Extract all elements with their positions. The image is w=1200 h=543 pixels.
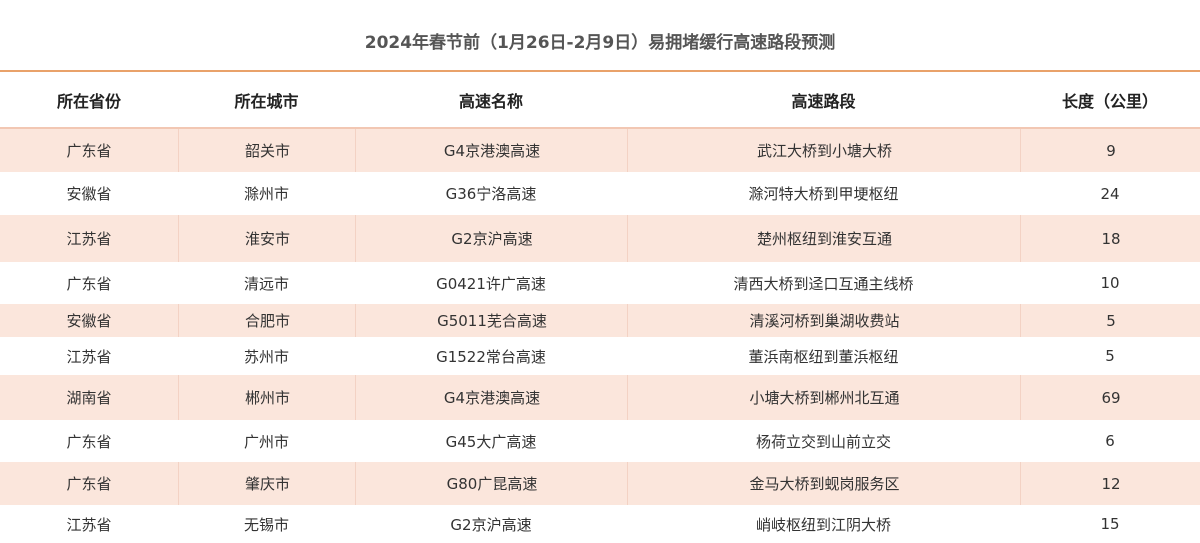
table-cell: 江苏省 [66,230,112,248]
table-cell: 安徽省 [66,312,112,330]
table-cell: 无锡市 [243,515,289,534]
table-cell: G2京沪高速 [450,515,532,534]
table-row: 湖南省 郴州市 G4京港澳高速 小塘大桥到郴州北互通 69 [0,375,1200,420]
table-row: 广东省 韶关市 G4京港澳高速 武江大桥到小塘大桥 9 [0,129,1200,172]
table-cell: 广东省 [66,432,112,451]
header-cell: 长度（公里） [1061,91,1158,111]
table-cell: 广东省 [66,274,112,293]
table-row: 江苏省 淮安市 G2京沪高速 楚州枢纽到淮安互通 18 [0,215,1200,262]
header-cell: 所在城市 [234,91,299,111]
table-cell: 小塘大桥到郴州北互通 [627,375,1021,420]
table-cell: 清远市 [243,274,289,293]
table-cell: 峭岐枢纽到江阴大桥 [755,515,891,534]
table-cell: G4京港澳高速 [355,375,628,420]
table-title: 2024年春节前（1月26日-2月9日）易拥堵缓行高速路段预测 [364,33,836,53]
table-row: 江苏省 无锡市 G2京沪高速 峭岐枢纽到江阴大桥 15 [0,505,1200,543]
table-row: 安徽省 合肥市 G5011芜合高速 清溪河桥到巢湖收费站 5 [0,304,1200,337]
top-rule [0,70,1200,72]
table-cell: 6 [1105,432,1115,450]
table-cell: 董浜南枢纽到董浜枢纽 [748,347,899,366]
table-cell: 金马大桥到蚬岗服务区 [627,462,1021,505]
table-cell: 湖南省 [66,389,112,407]
table-cell: 武江大桥到小塘大桥 [627,129,1021,172]
table-cell: 韶关市 [178,129,356,172]
table-cell: 9 [1020,129,1200,172]
table-cell: 12 [1020,462,1200,505]
table-cell: 69 [1020,375,1200,420]
table-cell: 江苏省 [66,515,112,534]
table-cell: 18 [1020,215,1200,262]
header-cell: 所在省份 [56,91,121,111]
table-cell: 楚州枢纽到淮安互通 [627,215,1021,262]
table-cell: 清溪河桥到巢湖收费站 [627,304,1021,337]
table-cell: 10 [1100,274,1120,292]
table-cell: 苏州市 [243,347,289,366]
table-cell: 江苏省 [66,347,112,366]
table-cell: 肇庆市 [178,462,356,505]
table-row: 广东省 清远市 G0421许广高速 清西大桥到迳口互通主线桥 10 [0,262,1200,304]
table-cell: 广东省 [66,475,112,493]
table-cell: 合肥市 [178,304,356,337]
table-cell: 清西大桥到迳口互通主线桥 [733,274,914,293]
table-cell: 郴州市 [178,375,356,420]
header-rule [0,127,1200,129]
table-cell: G80广昆高速 [355,462,628,505]
table-cell: 广东省 [66,142,112,160]
table-cell: G36宁洛高速 [445,185,537,203]
table-cell: G5011芜合高速 [355,304,628,337]
table-cell: 5 [1020,304,1200,337]
table-cell: 5 [1105,347,1115,365]
table-cell: 24 [1100,184,1120,203]
table-row: 广东省 肇庆市 G80广昆高速 金马大桥到蚬岗服务区 12 [0,462,1200,505]
table-cell: G2京沪高速 [355,215,628,262]
table-row: 江苏省 苏州市 G1522常台高速 董浜南枢纽到董浜枢纽 5 [0,337,1200,375]
table-cell: G4京港澳高速 [355,129,628,172]
table-row: 安徽省 滁州市 G36宁洛高速 滁河特大桥到甲埂枢纽 24 [0,172,1200,215]
table-row: 广东省 广州市 G45大广高速 杨荷立交到山前立交 6 [0,420,1200,462]
table-cell: 滁州市 [243,185,289,203]
table-cell: 杨荷立交到山前立交 [755,432,891,451]
table-cell: 广州市 [243,432,289,451]
header-cell: 高速路段 [791,91,856,111]
header-cell: 高速名称 [458,91,523,111]
header-row: 所在省份 所在城市 高速名称 高速路段 长度（公里） [0,72,1200,127]
table-cell: G45大广高速 [445,432,537,451]
table-cell: G0421许广高速 [436,274,546,293]
table-cell: G1522常台高速 [436,347,546,366]
table-cell: 滁河特大桥到甲埂枢纽 [748,185,899,203]
table-cell: 安徽省 [66,185,112,203]
table-cell: 淮安市 [178,215,356,262]
table-cell: 15 [1100,515,1120,533]
